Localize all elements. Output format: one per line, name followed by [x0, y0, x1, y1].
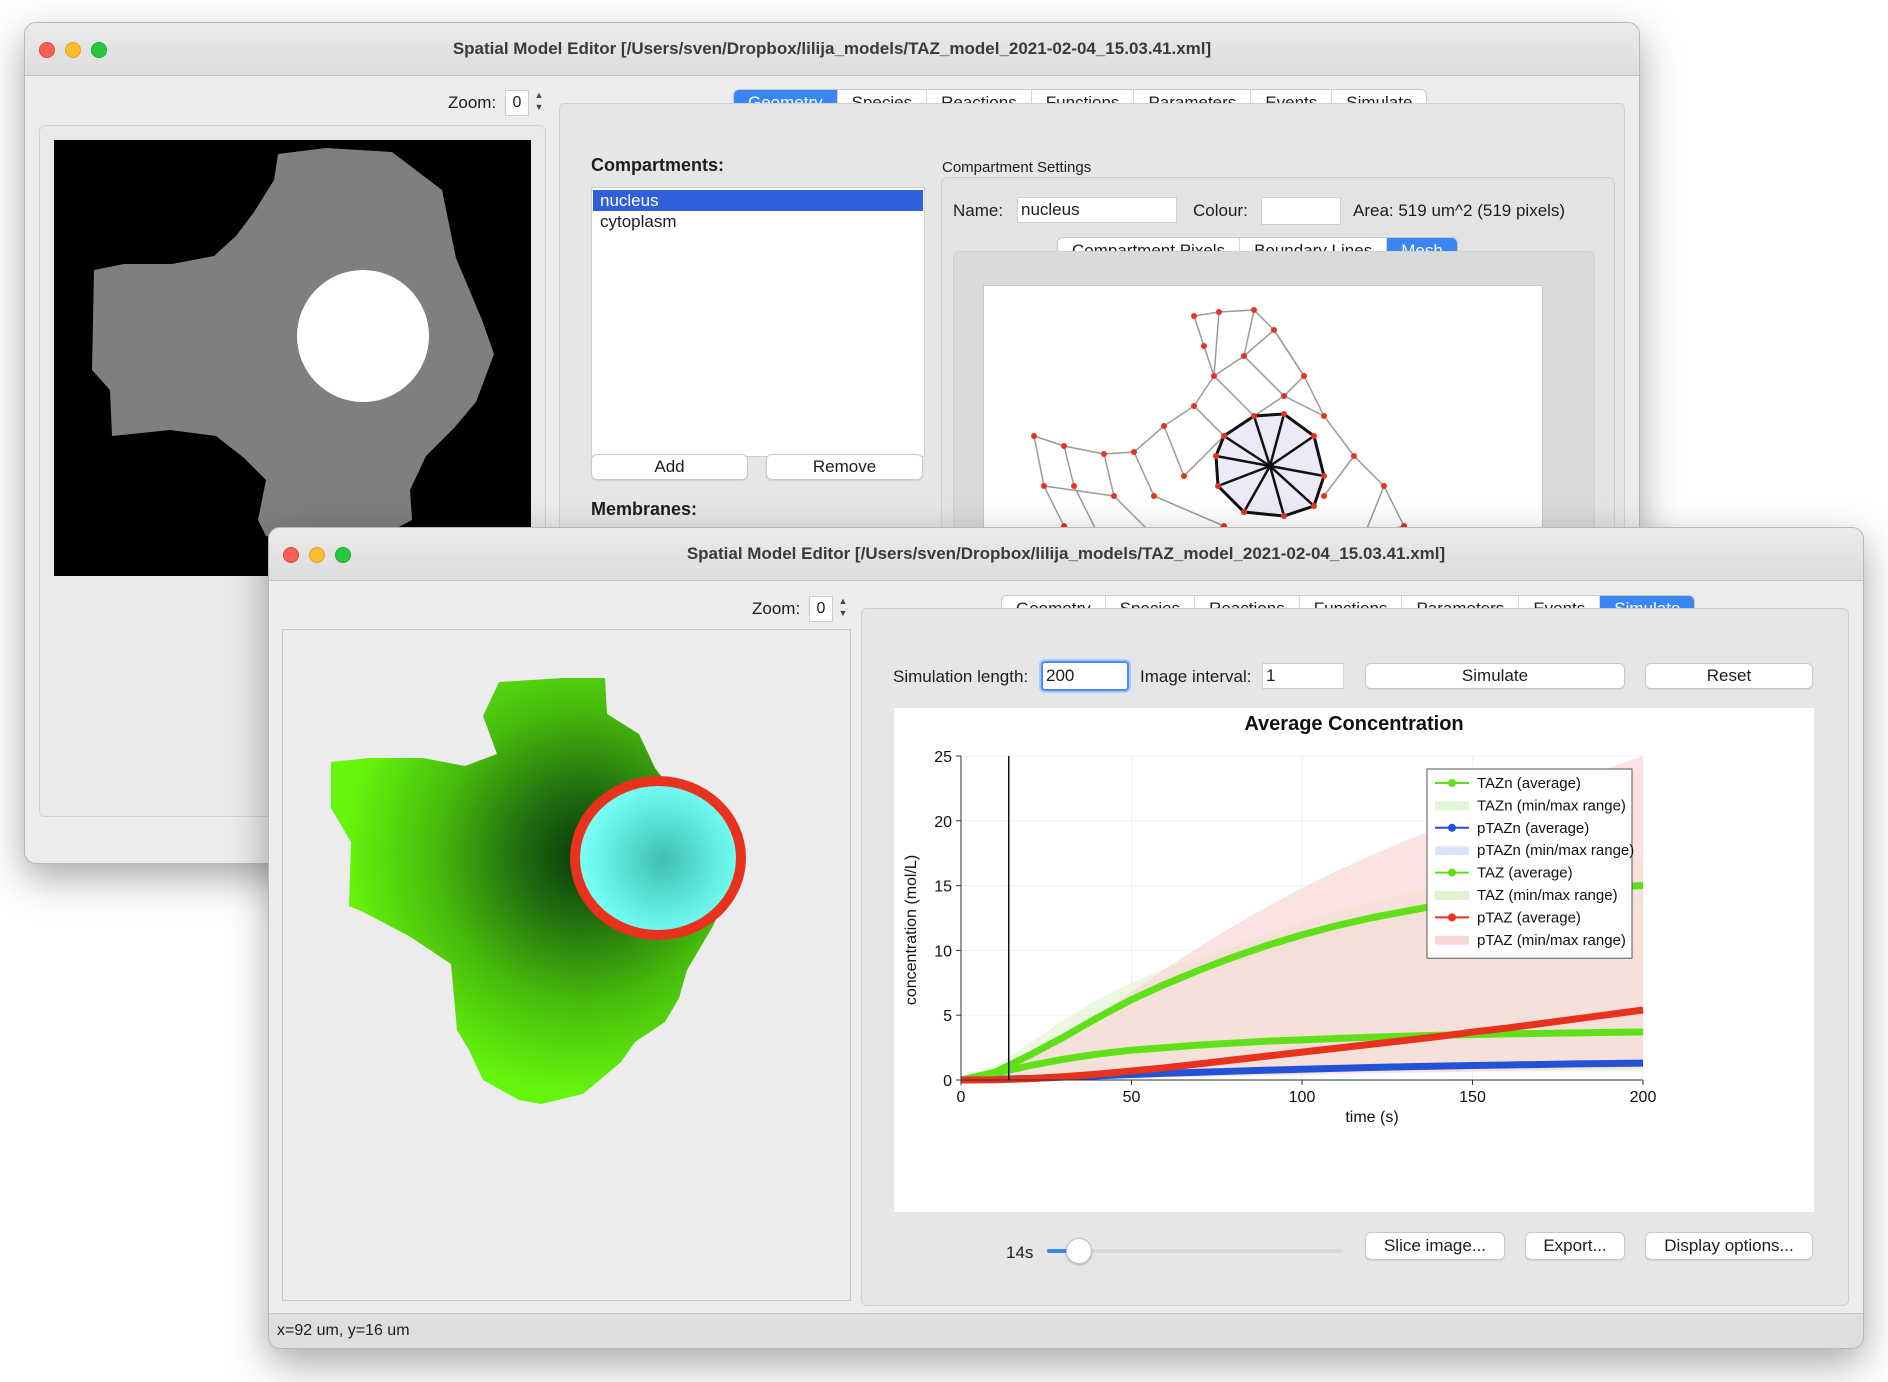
legend-marker [1448, 779, 1456, 787]
zoom-stepper-icon[interactable]: ▲ ▼ [838, 596, 848, 618]
x-tick-label: 0 [957, 1089, 966, 1106]
y-tick-label: 15 [934, 879, 952, 896]
image-interval-label: Image interval: [1140, 667, 1252, 686]
time-slider-handle[interactable] [1066, 1238, 1093, 1264]
legend-label: pTAZn (average) [1477, 820, 1589, 837]
minimize-icon[interactable] [65, 42, 81, 58]
window-title: Spatial Model Editor [/Users/sven/Dropbo… [686, 544, 1446, 563]
simulation-length-input[interactable]: 200 [1041, 661, 1129, 691]
maximize-icon[interactable] [91, 42, 107, 58]
display-options-button[interactable]: Display options... [1645, 1232, 1813, 1260]
zoom-stepper-icon[interactable]: ▲ ▼ [534, 90, 544, 112]
legend-label: TAZ (average) [1477, 865, 1573, 882]
zoom-input[interactable]: 0 [809, 596, 833, 622]
legend-swatch [1435, 891, 1469, 900]
series-line [960, 1006, 1644, 1084]
compartment-name-input[interactable]: nucleus [1017, 197, 1177, 223]
y-tick-label: 0 [943, 1073, 952, 1090]
y-tick-label: 20 [934, 814, 952, 831]
legend-swatch [1435, 935, 1469, 945]
y-tick-label: 5 [943, 1008, 952, 1025]
simulation-image-panel[interactable] [282, 629, 851, 1301]
legend-swatch [1435, 846, 1469, 856]
zoom-label: Zoom: [752, 599, 801, 618]
minimize-icon[interactable] [309, 547, 325, 563]
area-text: Area: 519 um^2 (519 pixels) [1353, 201, 1566, 220]
time-slider-track[interactable] [1047, 1238, 1343, 1264]
legend-swatch [1435, 801, 1469, 811]
legend-label: pTAZn (min/max range) [1477, 842, 1634, 859]
legend-marker [1448, 913, 1456, 922]
chart-title: Average Concentration [1244, 713, 1463, 735]
close-icon[interactable] [283, 547, 299, 563]
x-tick-label: 50 [1123, 1089, 1141, 1106]
simulate-button[interactable]: Simulate [1365, 663, 1625, 689]
compartments-label: Compartments: [591, 155, 725, 175]
remove-compartment-button[interactable]: Remove [766, 454, 923, 480]
mesh-image [1031, 307, 1407, 569]
simulation-image [331, 678, 746, 1104]
legend-label: pTAZ (average) [1477, 909, 1581, 926]
maximize-icon[interactable] [335, 547, 351, 563]
series-line [960, 1028, 1644, 1084]
time-label: 14s [1006, 1243, 1034, 1262]
legend-box [1426, 768, 1633, 959]
chart-container[interactable]: Average Concentration time (s) concentra… [894, 708, 1814, 1212]
front-window: Spatial Model Editor [/Users/sven/Dropbo… [268, 527, 1864, 1349]
y-tick-label: 25 [934, 749, 952, 766]
zoom-label: Zoom: [448, 93, 497, 112]
concentration-chart: Average Concentration time (s) concentra… [903, 713, 1657, 1126]
x-tick-label: 100 [1289, 1089, 1316, 1106]
chart-ylabel: concentration (mol/L) [903, 855, 920, 1005]
y-tick-label: 10 [934, 943, 952, 960]
sim-length-label: Simulation length: [893, 667, 1029, 686]
x-tick-label: 200 [1630, 1089, 1657, 1106]
compartments-list[interactable]: nucleus cytoplasm [591, 187, 925, 457]
window-title: Spatial Model Editor [/Users/sven/Dropbo… [452, 39, 1212, 58]
list-item[interactable]: cytoplasm [600, 212, 677, 231]
compartment-settings-title: Compartment Settings [942, 159, 1092, 176]
x-tick-label: 150 [1459, 1089, 1486, 1106]
front-window-titlebar[interactable]: Spatial Model Editor [/Users/sven/Dropbo… [269, 528, 1863, 581]
nucleus-field [580, 786, 736, 930]
legend-label: TAZn (average) [1477, 775, 1581, 792]
add-compartment-button[interactable]: Add [591, 454, 748, 480]
back-window-titlebar[interactable]: Spatial Model Editor [/Users/sven/Dropbo… [25, 23, 1639, 76]
cytoplasm-compartment [92, 148, 494, 546]
chart-xlabel: time (s) [1345, 1109, 1398, 1126]
legend-label: TAZ (min/max range) [1477, 887, 1618, 904]
time-slider-fill [1047, 1249, 1079, 1253]
colour-swatch[interactable] [1261, 197, 1341, 225]
legend-marker [1448, 823, 1456, 832]
slice-image-button[interactable]: Slice image... [1365, 1232, 1505, 1260]
colour-label: Colour: [1193, 201, 1248, 220]
name-label: Name: [953, 201, 1004, 220]
geometry-image[interactable] [54, 140, 531, 576]
list-item[interactable]: nucleus [593, 190, 923, 211]
nucleus-compartment [297, 270, 429, 402]
membranes-label: Membranes: [591, 499, 698, 519]
status-bar: x=92 um, y=16 um [269, 1313, 1863, 1348]
legend-label: pTAZ (min/max range) [1477, 932, 1626, 949]
zoom-input[interactable]: 0 [505, 90, 529, 116]
image-interval-input[interactable]: 1 [1262, 663, 1344, 689]
legend-label: TAZn (min/max range) [1477, 797, 1626, 814]
reset-button[interactable]: Reset [1645, 663, 1813, 689]
legend-marker [1448, 868, 1456, 877]
export-button[interactable]: Export... [1525, 1232, 1625, 1260]
close-icon[interactable] [39, 42, 55, 58]
